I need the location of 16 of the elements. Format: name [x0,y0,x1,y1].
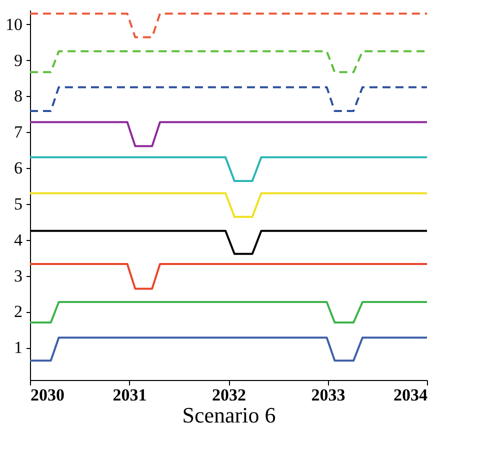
x-tick-label: 2030 [30,386,64,404]
y-tick-label: 4 [14,230,23,250]
x-tick-label: 2031 [112,386,147,404]
x-tick-label: 2033 [311,386,346,404]
y-tick-label: 6 [14,158,22,178]
y-tick-label: 3 [14,266,22,286]
x-tick-label: 2032 [212,386,246,404]
y-tick-label: 1 [14,338,22,358]
y-tick-label: 2 [14,302,22,322]
y-tick-label: 7 [14,122,23,142]
x-tick-label: 2034 [394,386,428,404]
y-tick-label: 9 [14,50,22,70]
x-axis-title: Scenario 6 [182,402,276,428]
y-tick-label: 10 [6,14,22,34]
y-tick-label: 5 [14,194,22,214]
y-tick-label: 8 [14,86,22,106]
